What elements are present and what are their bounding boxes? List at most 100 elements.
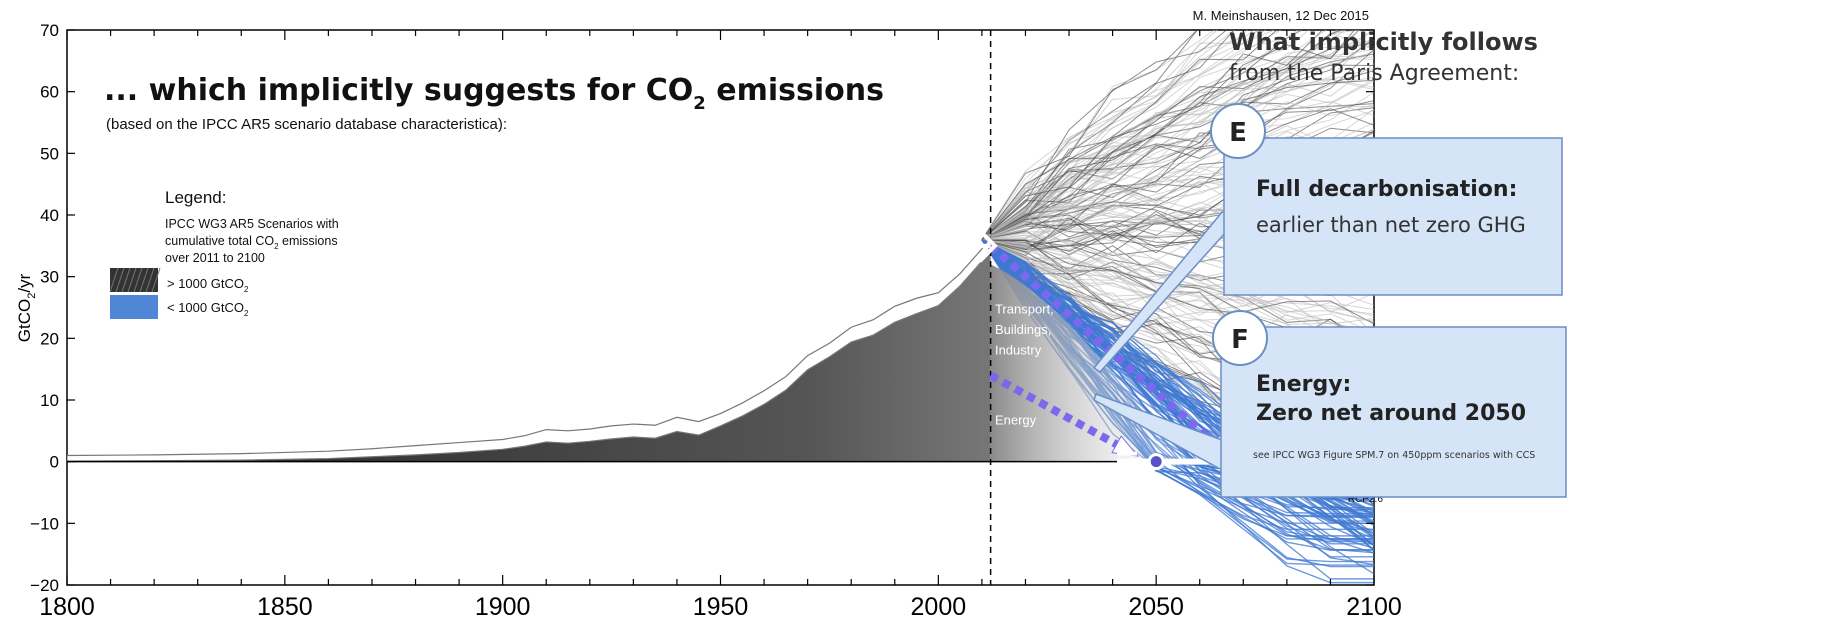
legend-swatch-high-hatch [127,267,137,293]
chart-title: ... which implicitly suggests for CO2 em… [104,73,884,114]
scenario-line-high [981,30,1248,240]
scenario-line-high [981,239,1374,332]
y-tick-label: 30 [40,268,59,287]
scenario-line-high [981,239,1374,339]
present-arrow [968,229,998,263]
scenario-line-high [981,30,1259,240]
panel-heading: What implicitly follows [1229,28,1538,56]
y-tick-label: 0 [50,453,59,472]
legend-title: Legend: [165,188,226,207]
scenario-line-high [981,239,1374,313]
scenario-line-high [981,30,1328,241]
x-tick-label: 2050 [1128,593,1184,621]
legend: Legend: IPCC WG3 AR5 Scenarios with cumu… [109,188,339,319]
legend-swatch-low [110,295,158,319]
title-main: ... which implicitly suggests for CO [104,73,693,108]
historical-emissions-area [67,252,991,462]
legend-swatch-low-rect [110,295,158,319]
scenario-line-high [981,239,1374,348]
scenario-line-high [981,78,1374,241]
legend-swatch-high-hatch [109,267,119,293]
y-tick-label: 40 [40,206,59,225]
y-tick-label: 20 [40,329,59,348]
transport-label-line-3: Industry [995,342,1042,357]
scenario-line-high [981,76,1374,241]
y-axis-label: GtCO2/yr [15,273,38,342]
scenario-line-high [981,239,1374,342]
panel-subheading: from the Paris Agreement: [1229,61,1519,86]
legend-item-high-label: > 1000 GtCO2 [167,276,249,294]
legend-high-main: > 1000 GtCO [167,276,244,291]
legend-low-main: < 1000 GtCO [167,300,244,315]
legend-low-sub: 2 [244,309,249,318]
scenario-line-high [981,30,1302,241]
box-f-title: Energy: [1256,372,1351,397]
legend-swatch-high-hatch [115,267,125,293]
x-tick-label: 1800 [39,593,95,621]
transport-label-line-2: Buildings, [995,322,1051,337]
x-tick-label: 1850 [257,593,313,621]
rcp-label: RCP2.6 [1348,494,1383,505]
credit-text: M. Meinshausen, 12 Dec 2015 [1193,8,1369,23]
chart-subtitle: (based on the IPCC AR5 scenario database… [106,116,507,133]
title-sub: 2 [693,93,706,114]
arrow-line-1 [988,371,1128,453]
scenario-line-high [981,30,1228,241]
scenario-line-high [981,30,1198,240]
scenario-line-high [981,30,1343,241]
arrow-line-0 [987,242,1225,453]
transport-label-line-1: Transport, [995,302,1054,317]
scenario-line-high [981,100,1374,241]
legend-swatch-high-hatch [145,267,155,293]
legend-desc-1: IPCC WG3 AR5 Scenarios with [165,217,339,231]
box-e: E Full decarbonisation: earlier than net… [1092,103,1563,373]
box-e-letter: E [1229,118,1247,148]
energy-label: Energy [995,413,1037,428]
legend-item-low-label: < 1000 GtCO2 [167,300,249,318]
ylabel-main: GtCO [15,299,34,342]
land-use-label: Land-Use [760,290,814,323]
y-tick-label: 50 [40,144,59,163]
box-e-title: Full decarbonisation: [1256,177,1517,202]
scenario-line-high [981,30,1299,241]
x-tick-label: 2100 [1346,593,1402,621]
legend-desc-3: over 2011 to 2100 [165,251,265,265]
scenario-line-high [981,64,1374,241]
x-tick-label: 2000 [911,593,967,621]
ylabel-end: /yr [15,273,34,292]
scenario-line-high [981,30,1356,241]
box-f-note: see IPCC WG3 Figure SPM.7 on 450ppm scen… [1253,450,1535,461]
x-axis: 1800 1850 1900 1950 2000 2050 2100 [39,30,1402,621]
scenario-line-high [981,106,1374,241]
scenario-line-high [981,101,1374,241]
scenario-line-high [981,67,1374,241]
title-end: emissions [706,73,884,108]
box-f-badge [1212,310,1268,366]
scenario-line-high [981,239,1374,315]
legend-desc-2a: cumulative total CO [165,234,274,248]
y-tick-label: −20 [30,576,59,595]
energy-range-center [1147,453,1165,471]
scenario-line-high [981,103,1374,241]
legend-desc-2: cumulative total CO2 emissions [165,234,338,251]
box-f: F Energy: Zero net around 2050 see IPCC … [1093,310,1567,498]
legend-desc-2-sub: 2 [274,242,279,251]
legend-swatch-high [109,267,161,293]
box-f-title2: Zero net around 2050 [1256,401,1526,426]
y-tick-label: 60 [40,83,59,102]
box-f-rect [1220,326,1567,498]
scenario-line-high [981,30,1278,240]
legend-high-sub: 2 [244,285,249,294]
scenario-line-high [981,79,1374,241]
legend-swatch-high-hatch [139,267,149,293]
box-e-badge [1210,103,1266,159]
legend-swatch-high-hatch [151,267,161,293]
y-tick-label: 70 [40,21,59,40]
scenario-line-high [981,239,1374,325]
box-e-body: earlier than net zero GHG [1256,213,1526,237]
scenario-line-high [981,30,1235,241]
scenario-line-high [981,55,1374,241]
y-tick-label: 10 [40,391,59,410]
legend-swatch-high-hatch [133,267,143,293]
